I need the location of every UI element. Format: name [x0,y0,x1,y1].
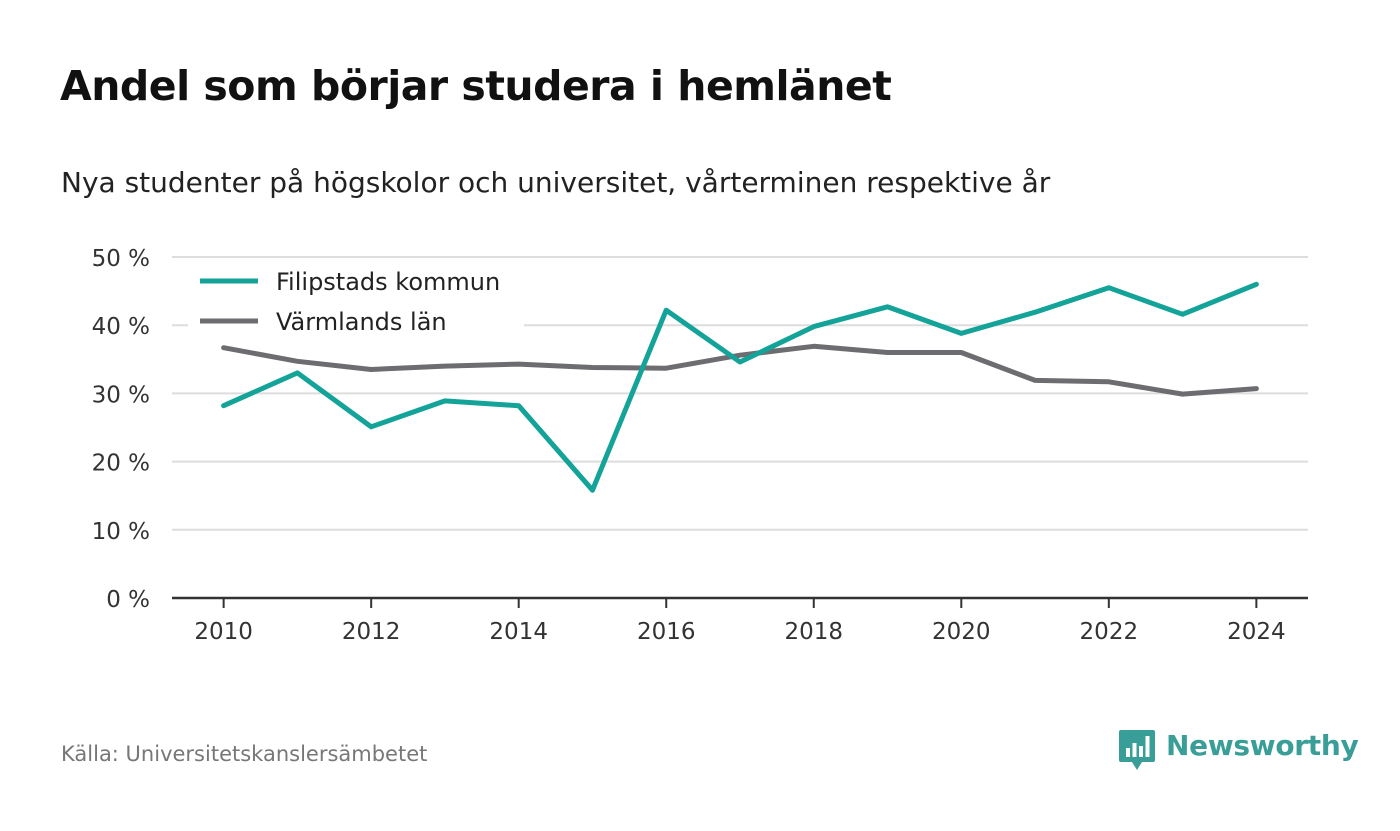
x-tick-label: 2022 [1080,619,1139,645]
legend-label: Värmlands län [276,308,447,336]
series-line-1 [221,343,1259,397]
brand-name: Newsworthy [1166,729,1359,762]
x-tick-label: 2016 [637,619,696,645]
newsworthy-logo-icon [1119,730,1155,770]
x-axis-ticks: 2010 2012 2014 2016 2018 2020 2022 2024 [194,598,1286,645]
x-tick-label: 2014 [489,619,548,645]
legend: Filipstads kommun Värmlands län [188,259,524,336]
source-note: Källa: Universitetskanslersämbetet [61,742,428,766]
x-tick-label: 2010 [194,619,253,645]
y-axis-ticks: 0 % 10 % 20 % 30 % 40 % 50 % [92,246,150,613]
legend-label: Filipstads kommun [276,268,500,296]
y-tick-label: 0 % [106,587,150,613]
x-tick-label: 2018 [784,619,843,645]
series-lines [221,281,1259,493]
y-tick-label: 40 % [92,314,150,340]
x-tick-label: 2012 [342,619,401,645]
y-tick-label: 20 % [92,451,150,477]
line-chart: 0 % 10 % 20 % 30 % 40 % 50 % 2010 2012 2014 2016… [92,246,1308,645]
series-line-0 [221,281,1259,493]
y-tick-label: 10 % [92,519,150,545]
y-tick-label: 30 % [92,382,150,408]
x-tick-label: 2020 [932,619,991,645]
brand-logo: Newsworthy [1118,728,1359,772]
chart-subtitle: Nya studenter på högskolor och universit… [61,166,1051,199]
page-title: Andel som börjar studera i hemlänet [60,62,892,110]
legend-background [188,259,524,327]
y-tick-label: 50 % [92,246,150,272]
x-tick-label: 2024 [1227,619,1286,645]
